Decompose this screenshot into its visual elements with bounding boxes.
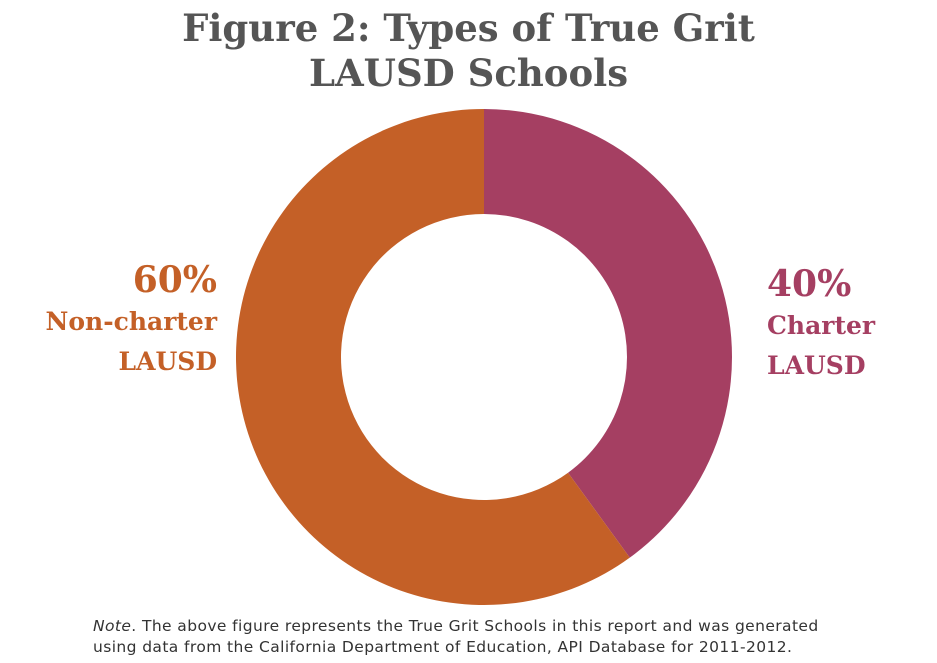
slice-name-non-charter-line-2: LAUSD — [118, 347, 217, 376]
donut-slice-charter — [484, 109, 732, 558]
chart-title: Figure 2: Types of True Grit LAUSD Schoo… — [0, 6, 937, 96]
note-text-line-2: using data from the California Departmen… — [93, 638, 793, 656]
slice-name-charter-line-1: Charter — [767, 311, 876, 340]
slice-name-charter-line-2: LAUSD — [767, 351, 866, 380]
slice-label-charter: 40% Charter LAUSD — [767, 262, 875, 386]
chart-title-line-2: LAUSD Schools — [308, 51, 629, 95]
slice-label-non-charter: 60% Non-charter LAUSD — [46, 258, 217, 382]
slice-name-non-charter-line-1: Non-charter — [45, 307, 217, 336]
donut-slice-non-charter — [236, 109, 630, 605]
figure-note: Note. The above figure represents the Tr… — [93, 616, 923, 658]
note-text-line-1: . The above figure represents the True G… — [131, 617, 819, 635]
slice-pct-non-charter: 60% — [132, 259, 217, 301]
note-tag: Note — [93, 617, 132, 635]
chart-title-line-1: Figure 2: Types of True Grit — [182, 6, 755, 50]
slice-pct-charter: 40% — [767, 263, 852, 305]
